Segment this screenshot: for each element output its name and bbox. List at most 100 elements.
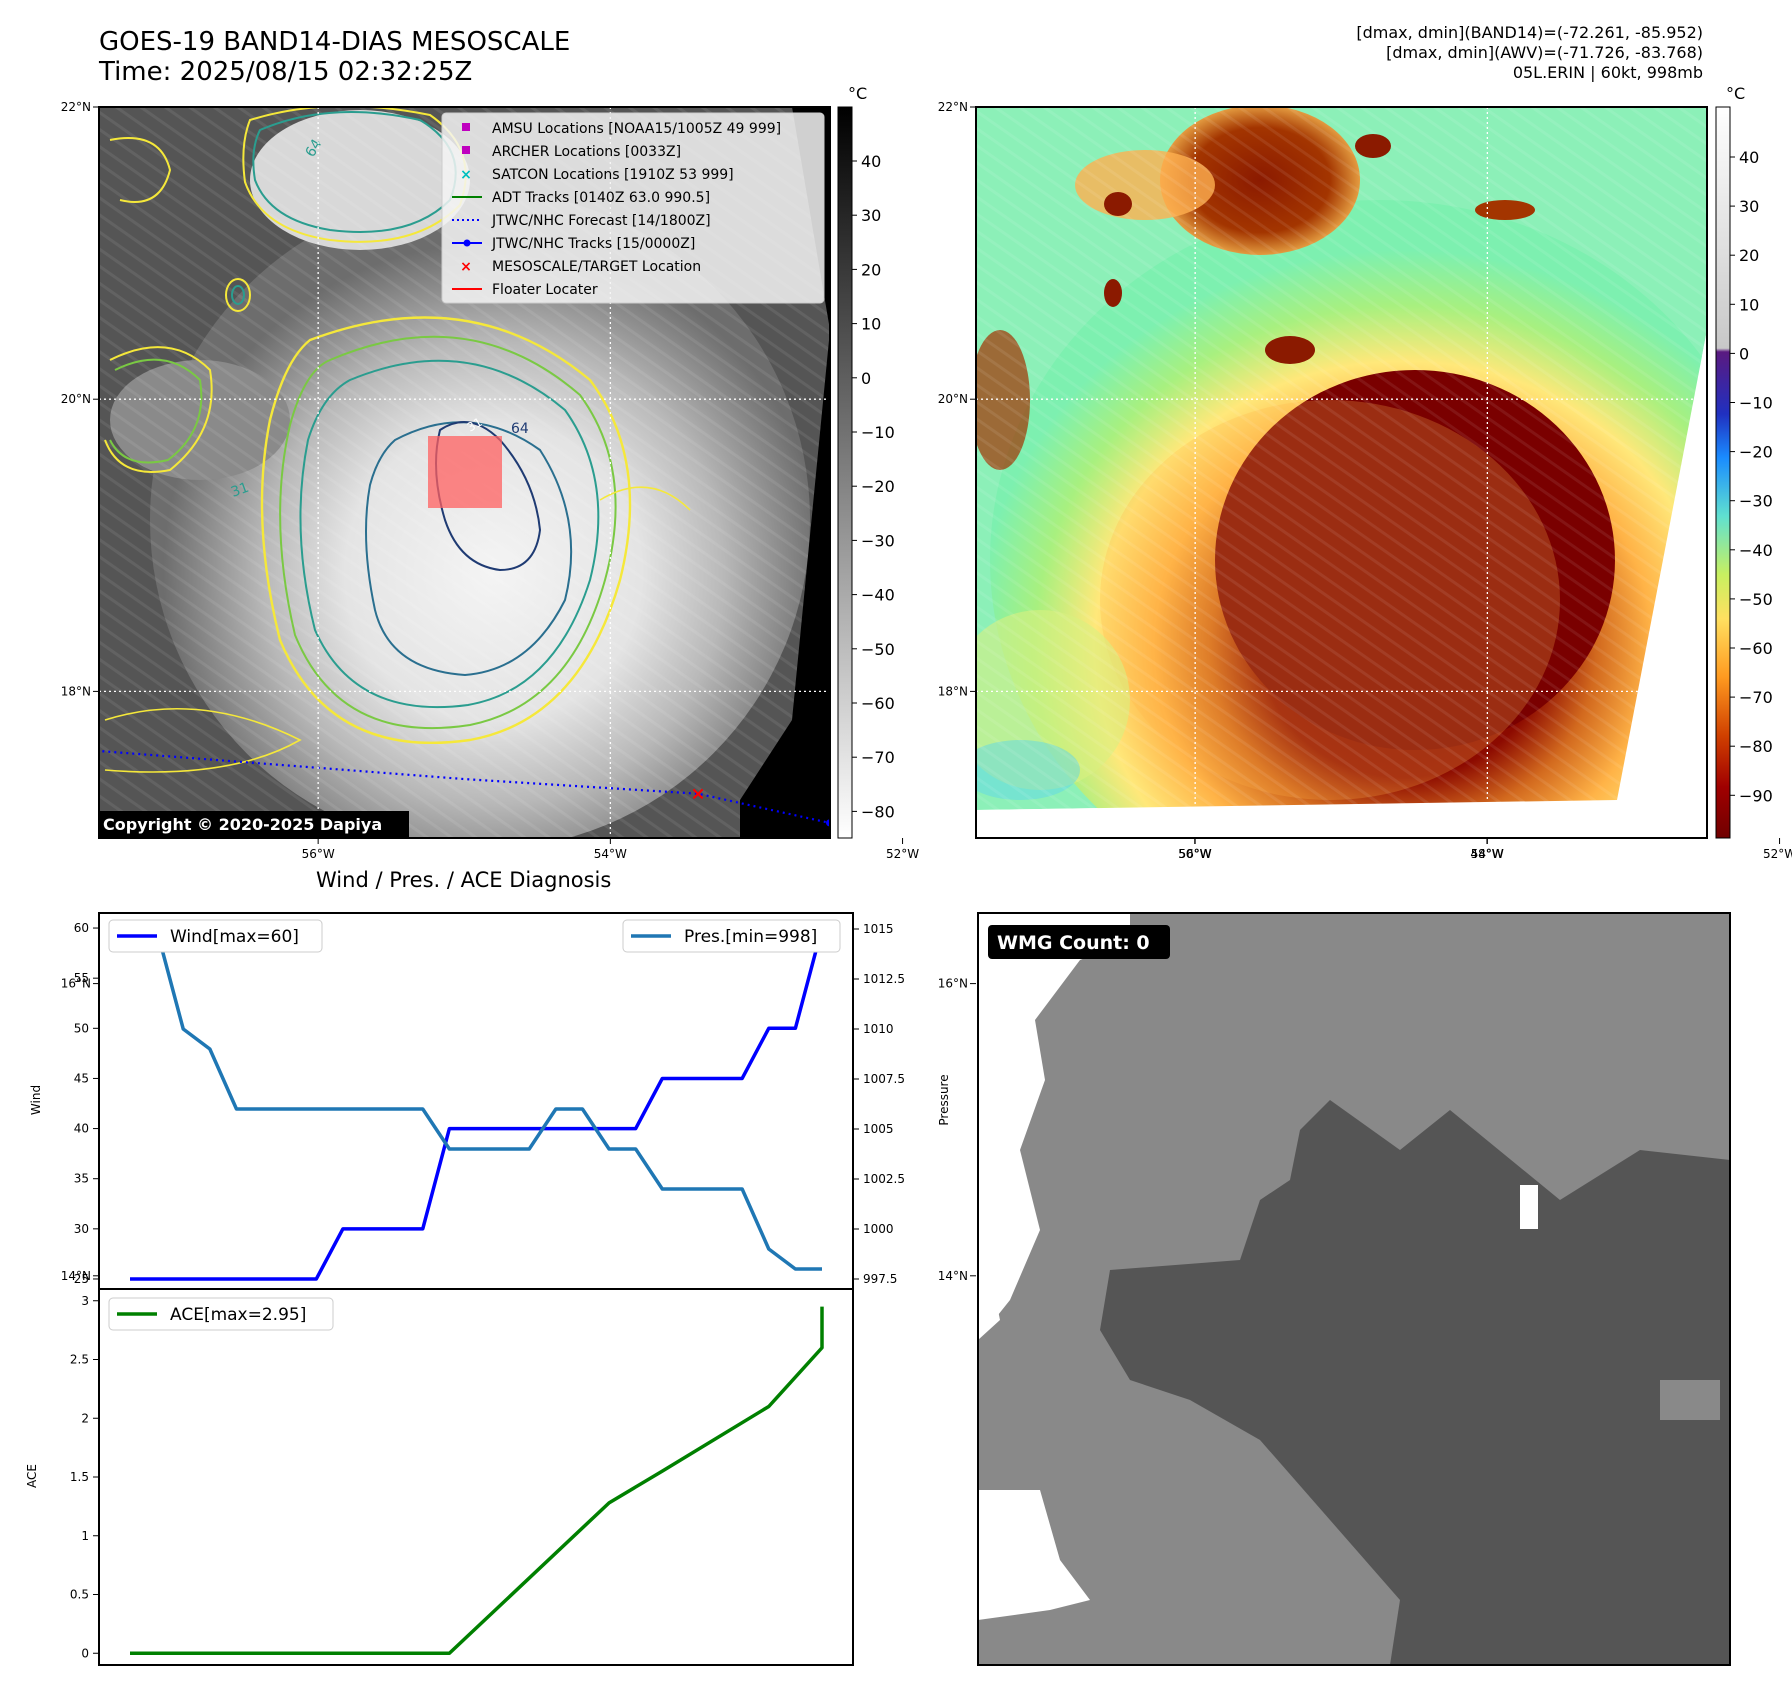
legend-label: JTWC/NHC Forecast [14/1800Z] [491,213,711,229]
pressure-ytick-label: 1000 [863,1222,894,1236]
wind-ytick-label: 45 [74,1071,89,1085]
awv-colorbar-unit: °C [1726,84,1745,103]
colorbar-tick-label: −60 [1739,639,1773,658]
jtwc-track-point [1133,892,1140,899]
wind-ytick-label: 55 [74,971,89,985]
awv-colorbar: °C 40 30 20 10 0 −10 −20 −30 −40 −50 −60 −70 −80 −90 [1715,84,1773,839]
wind-ytick-label: 30 [74,1222,89,1236]
wmg-badge [988,925,1170,959]
colorbar-tick-label: −80 [1739,737,1773,756]
colorbar-tick-label: −10 [1739,394,1773,413]
colorbar-tick-label: 30 [1739,197,1759,216]
lon-tick-label: 50°W [1178,847,1211,861]
amsu-archer-point [912,876,922,886]
ir-map-legend: AMSU Locations [NOAA15/1005Z 49 999] ARCH… [441,112,825,304]
lat-tick-label: 22°N [61,100,91,114]
colorbar-tick-label: −30 [861,531,895,550]
lat-tick-label: 18°N [938,684,968,698]
legend-label: ADT Tracks [0140Z 63.0 990.5] [492,190,710,206]
ace-ytick-label: 2 [81,1411,89,1425]
info-awv-range: [dmax, dmin](AWV)=(-71.726, -83.768) [1386,43,1703,62]
legend-label: SATCON Locations [1910Z 53 999] [492,167,734,183]
colorbar-tick-label: 40 [861,152,881,171]
pressure-ytick-label: 1007.5 [863,1072,905,1086]
legend-label: MESOSCALE/TARGET Location [492,259,701,275]
diagnosis-title: Wind / Pres. / ACE Diagnosis [316,868,612,892]
colorbar-tick-label: 10 [1739,295,1759,314]
pressure-series-line [130,927,822,1271]
wmg-map-panel [978,913,1730,1665]
copyright-bg [99,811,409,837]
legend-marker-square [462,123,470,131]
lon-tick-label: 56°W [302,847,335,861]
amsu-archer-point [927,745,937,755]
legend-marker-x: × [460,167,472,183]
contour-label-1: 64 [303,136,326,160]
lat-tick-label: 18°N [61,684,91,698]
ace-ytick-label: 0.5 [70,1588,89,1602]
legend-marker-square [462,146,470,154]
wind-legend-box [108,919,323,953]
awv-map-panel [976,107,1707,838]
pressure-ytick-label: 1002.5 [863,1172,905,1186]
colorbar-tick-label: −40 [1739,541,1773,560]
ace-ytick-label: 0 [81,1646,89,1660]
copyright-text: Copyright © 2020-2025 Dapiya [103,815,382,834]
wind-pressure-chart: 25 30 35 40 45 50 55 60 997.5 1000 1002.5 1005 1007.… [29,912,951,1290]
target-marker: × [690,784,705,805]
colorbar-tick-label: −10 [861,423,895,442]
colorbar-tick-label: 0 [861,369,871,388]
pressure-legend-label: Pres.[min=998] [684,927,817,947]
legend-label: ARCHER Locations [0033Z] [492,144,681,160]
lat-tick-label: 16°N [938,977,968,991]
info-storm-id: 05L.ERIN | 60kt, 998mb [1512,63,1703,82]
ace-ytick-label: 2.5 [70,1353,89,1367]
satcon-point: × [1258,903,1266,914]
lat-tick-label: 14°N [938,1269,968,1283]
colorbar-tick-label: −20 [861,477,895,496]
wind-ytick-label: 40 [74,1122,89,1136]
lat-tick-label: 22°N [938,100,968,114]
colorbar-tick-label: −50 [861,640,895,659]
colorbar-tick-label: −50 [1739,590,1773,609]
ace-legend-box [108,1297,334,1331]
lat-tick-label: 16°N [61,977,91,991]
legend-label: AMSU Locations [NOAA15/1005Z 49 999] [492,121,781,137]
ace-legend-label: ACE[max=2.95] [170,1305,306,1325]
pressure-axis-label: Pressure [937,1074,951,1125]
wind-ytick-label: 35 [74,1172,89,1186]
colorbar-tick-label: 10 [861,315,881,334]
satcon-point: × [1347,903,1355,914]
pressure-ytick-label: 997.5 [863,1272,897,1286]
pressure-legend-box [622,919,841,953]
figure-title-line2: Time: 2025/08/15 02:32:25Z [99,57,473,87]
wind-ytick-label: 25 [74,1272,89,1286]
lat-tick-label: 14°N [61,1269,91,1283]
legend-label: JTWC/NHC Tracks [15/0000Z] [491,236,695,252]
wmg-badge-text: WMG Count: 0 [997,932,1150,954]
lon-tick-label: 52°W [1763,847,1792,861]
lon-tick-label: 52°W [886,847,919,861]
wind-ytick-label: 60 [74,921,89,935]
ace-ytick-label: 1 [81,1529,89,1543]
colorbar-tick-label: 20 [1739,246,1759,265]
contour-label-3: 31 [465,415,485,435]
colorbar-tick-label: 30 [861,206,881,225]
lat-tick-label: 20°N [61,392,91,406]
ace-chart: 0 0.5 1 1.5 2 2.5 3 ACE ACE[max=2.95] [25,1288,854,1666]
colorbar-tick-label: −60 [861,694,895,713]
lon-tick-label: 56°W [1179,847,1212,861]
wind-axis-label: Wind [29,1085,43,1115]
ir-colorbar: °C 40 30 20 10 0 −10 −20 −30 −40 −50 −60 −70 −80 [837,84,895,839]
lon-tick-label: 48°W [1470,847,1503,861]
colorbar-tick-label: −70 [861,748,895,767]
ace-ytick-label: 1.5 [70,1470,89,1484]
colorbar-tick-label: 40 [1739,148,1759,167]
wind-legend-label: Wind[max=60] [170,927,299,947]
wind-ytick-label: 50 [74,1021,89,1035]
figure-title-line1: GOES-19 BAND14-DIAS MESOSCALE [99,27,571,57]
colorbar-tick-label: −70 [1739,688,1773,707]
colorbar-tick-label: −30 [1739,492,1773,511]
ace-series-line [130,1306,824,1655]
